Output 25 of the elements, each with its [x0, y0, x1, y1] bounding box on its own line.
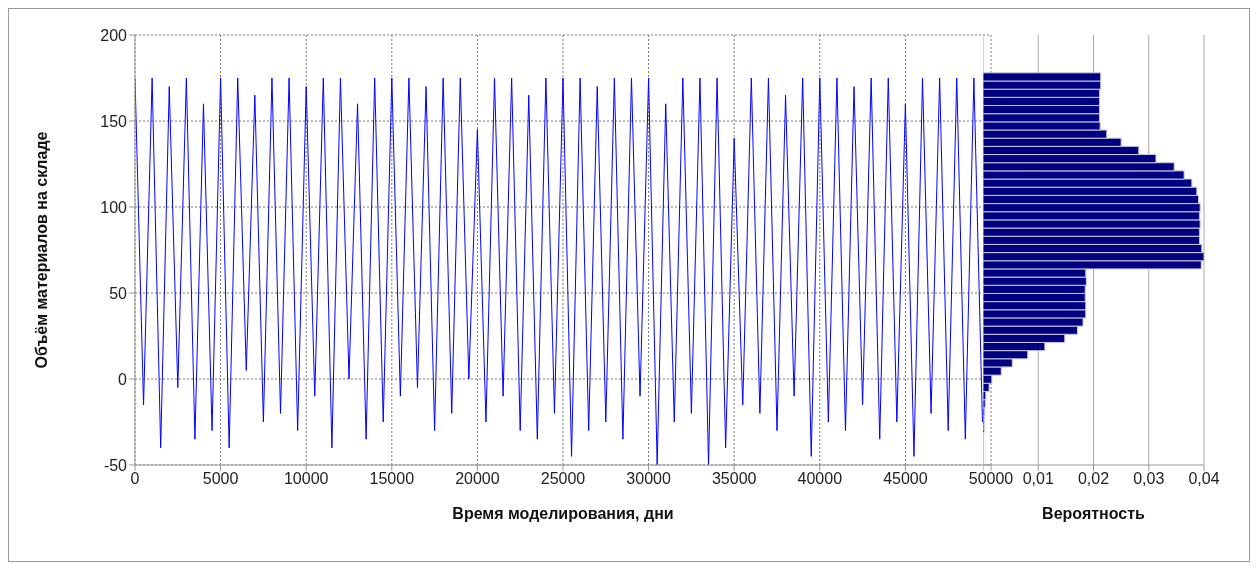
y-tick-label: 200 — [100, 26, 128, 44]
x-tick-label: 0,03 — [1133, 470, 1165, 488]
x-tick-label: 10000 — [283, 470, 329, 488]
y-tick-label: 100 — [100, 198, 128, 216]
x-tick-label: 30000 — [626, 470, 671, 488]
x-tick-label: 45000 — [883, 470, 928, 488]
x-tick-label: 0,04 — [1188, 470, 1220, 488]
x-tick-label: 20000 — [455, 470, 500, 488]
line-series — [135, 77, 983, 465]
x-tick-label: 15000 — [369, 470, 415, 488]
x-tick-label: 40000 — [797, 470, 843, 488]
x-axis-title: Вероятность — [1042, 505, 1146, 522]
y-axis-title: Объём материалов на складе — [32, 131, 50, 369]
x-tick-label: 50000 — [968, 470, 1014, 488]
y-tick-label: 0 — [118, 370, 128, 388]
x-axis-title: Время моделирования, дни — [452, 505, 674, 522]
x-tick-label: 35000 — [711, 470, 757, 488]
x-tick-label: 0 — [130, 470, 140, 488]
x-tick-label: 0,01 — [1022, 470, 1054, 488]
y-tick-label: 50 — [109, 284, 128, 302]
x-tick-label: 25000 — [540, 470, 586, 488]
y-tick-label: -50 — [103, 456, 128, 474]
x-tick-label: 0,02 — [1077, 470, 1110, 488]
x-tick-label: 5000 — [202, 470, 239, 488]
y-tick-label: 150 — [100, 112, 128, 130]
